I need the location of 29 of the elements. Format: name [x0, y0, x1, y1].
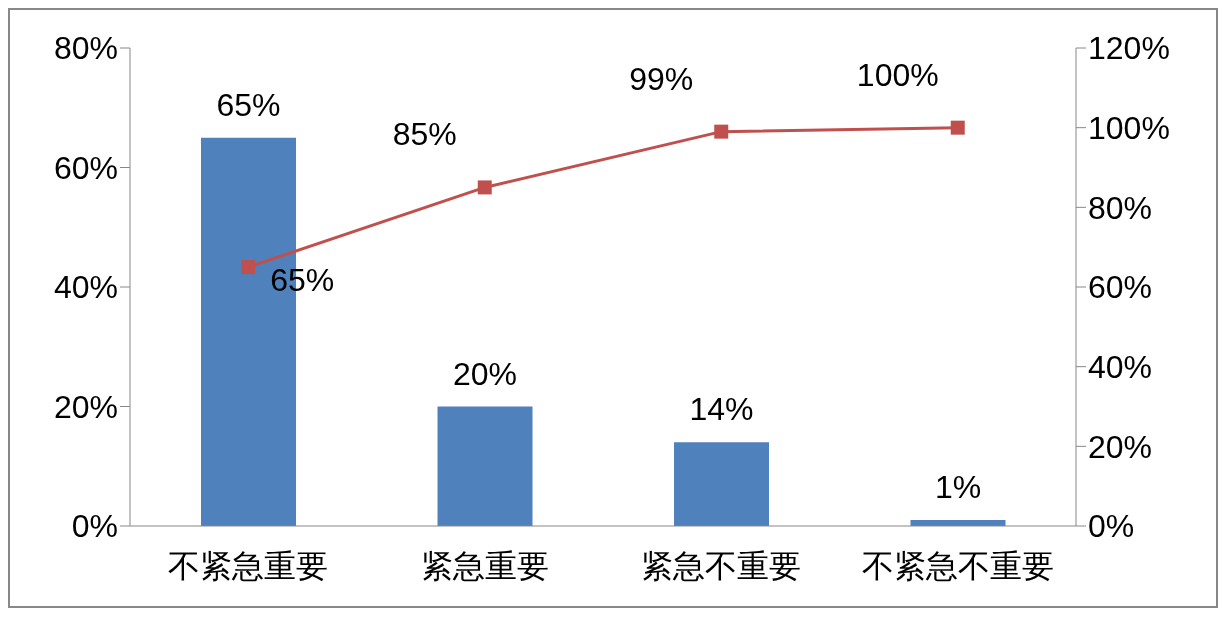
- data-label: 1%: [934, 469, 982, 506]
- x-tick-label: 紧急不重要: [641, 547, 802, 584]
- y2-tick-label: 40%: [1088, 349, 1153, 386]
- data-label: 100%: [856, 56, 939, 93]
- y-tick-label: 80%: [53, 30, 118, 67]
- y-tick-label: 40%: [53, 269, 118, 306]
- y2-tick-label: 120%: [1088, 30, 1170, 67]
- point: [714, 124, 729, 139]
- x-tick-label: 不紧急不重要: [861, 547, 1054, 584]
- data-label: 99%: [629, 60, 694, 97]
- x-tick-label: 紧急重要: [420, 547, 549, 584]
- y2-tick-label: 100%: [1088, 110, 1170, 147]
- point: [241, 260, 256, 275]
- y2-tick-label: 80%: [1088, 189, 1153, 226]
- data-label: 14%: [689, 391, 754, 428]
- point: [950, 120, 965, 135]
- data-label: 20%: [452, 355, 518, 392]
- y-tick-label: 0%: [71, 508, 118, 545]
- y-tick-label: 20%: [53, 388, 118, 425]
- y2-tick-label: 60%: [1088, 269, 1153, 306]
- data-label: 85%: [392, 116, 457, 153]
- bar: [437, 406, 533, 526]
- bar: [674, 442, 769, 526]
- y2-tick-label: 20%: [1088, 428, 1153, 465]
- y2-tick-label: 0%: [1088, 508, 1135, 545]
- data-label: 65%: [216, 86, 281, 123]
- x-tick-label: 不紧急重要: [168, 547, 329, 584]
- point: [477, 180, 492, 195]
- y-tick-label: 60%: [53, 149, 118, 186]
